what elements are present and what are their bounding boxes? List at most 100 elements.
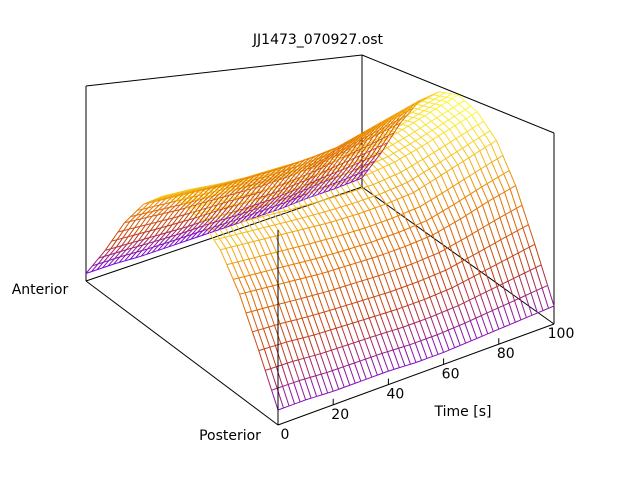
mesh-line: [264, 346, 270, 350]
mesh-line: [154, 227, 162, 237]
mesh-line: [353, 342, 361, 362]
mesh-line: [226, 205, 234, 215]
mesh-line: [351, 301, 358, 305]
mesh-line: [105, 248, 111, 251]
mesh-line: [298, 357, 304, 361]
mesh-line: [213, 238, 220, 241]
mesh-line: [451, 168, 460, 184]
mesh-line: [449, 246, 458, 265]
mesh-line: [456, 264, 464, 283]
mesh-line: [514, 300, 522, 321]
mesh-line: [252, 174, 260, 181]
mesh-line: [269, 169, 277, 176]
mesh-line: [267, 306, 275, 326]
mesh-line: [516, 208, 524, 228]
mesh-line: [445, 154, 452, 160]
mesh-line: [305, 193, 313, 204]
mesh-line: [515, 319, 522, 323]
mesh-line: [458, 302, 465, 306]
mesh-line: [371, 255, 378, 259]
mesh-line: [140, 212, 148, 220]
mesh-line: [297, 185, 305, 194]
mesh-line: [424, 111, 431, 117]
mesh-line: [364, 337, 371, 340]
mesh-line: [309, 377, 318, 397]
mesh-line: [227, 179, 235, 183]
mesh-line: [417, 105, 424, 110]
mesh-line: [244, 188, 252, 197]
mesh-line: [287, 179, 296, 188]
mesh-line: [445, 93, 452, 98]
mesh-line: [486, 179, 493, 185]
mesh-line: [302, 183, 310, 192]
mesh-line: [207, 226, 215, 234]
mesh-line: [455, 138, 463, 149]
mesh-line: [331, 169, 339, 177]
mesh-line: [468, 279, 476, 298]
mesh-line: [343, 153, 351, 164]
mesh-line: [504, 214, 513, 234]
mesh-line: [378, 122, 386, 131]
mesh-line: [355, 262, 363, 282]
mesh-line: [149, 198, 157, 202]
mesh-line: [376, 240, 384, 255]
mesh-line: [357, 201, 365, 213]
mesh-line: [436, 334, 445, 353]
mesh-line: [164, 230, 172, 239]
mesh-line: [527, 224, 536, 245]
mesh-line: [489, 245, 497, 265]
mesh-line: [176, 221, 184, 230]
mesh-line: [463, 302, 471, 321]
mesh-line: [186, 224, 194, 232]
mesh-line: [387, 156, 395, 163]
mesh-line: [359, 227, 365, 231]
mesh-line: [259, 254, 266, 257]
mesh-line: [494, 217, 501, 222]
mesh-line: [362, 298, 369, 301]
mesh-line: [297, 228, 304, 231]
mesh-line: [244, 292, 252, 312]
mesh-line: [372, 277, 380, 296]
mesh-line: [330, 171, 338, 180]
mesh-line: [309, 169, 318, 179]
mesh-line: [186, 191, 194, 199]
mesh-line: [498, 326, 505, 330]
mesh-line: [333, 388, 339, 392]
mesh-line: [255, 199, 263, 206]
mesh-line: [482, 204, 490, 225]
mesh-line: [260, 272, 268, 288]
mesh-line: [263, 171, 271, 178]
mesh-line: [308, 336, 316, 356]
mesh-line: [174, 232, 182, 241]
mesh-line: [425, 203, 433, 218]
mesh-line: [407, 302, 414, 306]
mesh-line: [260, 270, 267, 273]
mesh-line: [276, 364, 282, 368]
mesh-line: [142, 242, 149, 246]
mesh-line: [376, 161, 384, 168]
mesh-line: [343, 250, 351, 266]
mesh-line: [497, 176, 506, 193]
mesh-line: [457, 164, 465, 180]
mesh-line: [502, 280, 509, 285]
mesh-line: [305, 275, 312, 278]
mesh-line: [377, 253, 384, 257]
mesh-line: [371, 374, 378, 378]
mesh-line: [178, 207, 186, 217]
mesh-line: [221, 182, 229, 186]
mesh-line: [285, 167, 293, 175]
mesh-line: [340, 172, 348, 182]
mesh-line: [291, 218, 297, 222]
mesh-line: [402, 194, 409, 198]
mesh-line: [211, 183, 219, 187]
mesh-line: [393, 231, 399, 235]
mesh-line: [364, 225, 371, 229]
mesh-line: [247, 175, 255, 183]
mesh-line: [280, 234, 288, 250]
mesh-line: [347, 232, 356, 248]
mesh-line: [395, 289, 403, 308]
mesh-line: [483, 223, 490, 228]
mesh-line: [268, 201, 276, 209]
mesh-line: [237, 259, 244, 263]
mesh-line: [324, 149, 332, 156]
